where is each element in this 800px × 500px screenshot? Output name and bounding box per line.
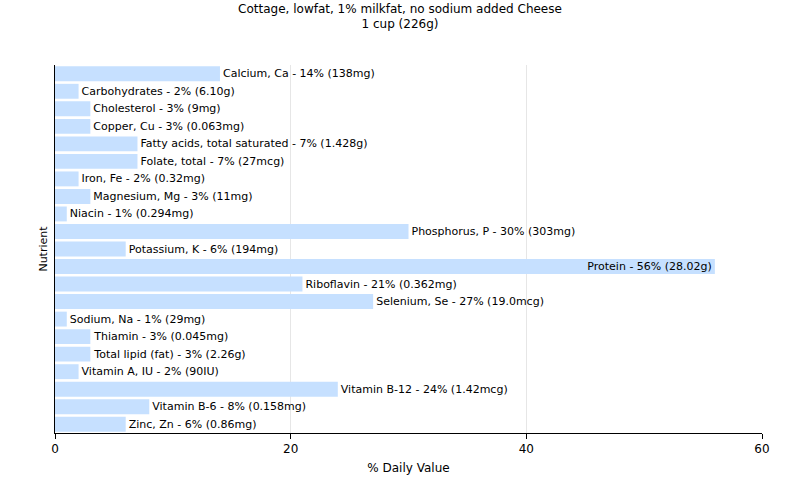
svg-text:Nutrient: Nutrient bbox=[37, 226, 50, 272]
svg-text:Vitamin A, IU - 2% (90IU): Vitamin A, IU - 2% (90IU) bbox=[82, 365, 219, 378]
svg-text:Cholesterol - 3% (9mg): Cholesterol - 3% (9mg) bbox=[93, 102, 220, 115]
svg-text:Vitamin B-6 - 8% (0.158mg): Vitamin B-6 - 8% (0.158mg) bbox=[152, 400, 306, 413]
svg-text:Iron, Fe - 2% (0.32mg): Iron, Fe - 2% (0.32mg) bbox=[82, 172, 205, 185]
svg-text:% Daily Value: % Daily Value bbox=[367, 461, 449, 475]
svg-text:Magnesium, Mg - 3% (11mg): Magnesium, Mg - 3% (11mg) bbox=[93, 190, 252, 203]
svg-text:Zinc, Zn - 6% (0.86mg): Zinc, Zn - 6% (0.86mg) bbox=[129, 418, 257, 431]
svg-text:Total lipid (fat) - 3% (2.26g): Total lipid (fat) - 3% (2.26g) bbox=[93, 348, 245, 361]
svg-text:60: 60 bbox=[754, 442, 769, 456]
svg-text:Folate, total - 7% (27mcg): Folate, total - 7% (27mcg) bbox=[140, 155, 284, 168]
svg-text:Niacin - 1% (0.294mg): Niacin - 1% (0.294mg) bbox=[70, 207, 194, 220]
svg-text:Calcium, Ca - 14% (138mg): Calcium, Ca - 14% (138mg) bbox=[223, 67, 375, 80]
svg-text:Riboflavin - 21% (0.362mg): Riboflavin - 21% (0.362mg) bbox=[305, 278, 456, 291]
svg-text:Cottage, lowfat, 1% milkfat, n: Cottage, lowfat, 1% milkfat, no sodium a… bbox=[238, 2, 562, 32]
svg-text:0: 0 bbox=[51, 442, 59, 456]
svg-text:Sodium, Na - 1% (29mg): Sodium, Na - 1% (29mg) bbox=[70, 313, 206, 326]
svg-text:40: 40 bbox=[519, 442, 534, 456]
svg-text:Carbohydrates - 2% (6.10g): Carbohydrates - 2% (6.10g) bbox=[82, 85, 235, 98]
svg-text:Phosphorus, P - 30% (303mg): Phosphorus, P - 30% (303mg) bbox=[412, 225, 576, 238]
svg-text:Protein - 56% (28.02g): Protein - 56% (28.02g) bbox=[587, 260, 712, 273]
svg-text:Copper, Cu - 3% (0.063mg): Copper, Cu - 3% (0.063mg) bbox=[93, 120, 244, 133]
svg-text:Thiamin - 3% (0.045mg): Thiamin - 3% (0.045mg) bbox=[93, 330, 228, 343]
svg-text:Fatty acids, total saturated -: Fatty acids, total saturated - 7% (1.428… bbox=[140, 137, 367, 150]
svg-text:20: 20 bbox=[283, 442, 298, 456]
svg-text:Potassium, K - 6% (194mg): Potassium, K - 6% (194mg) bbox=[129, 243, 279, 256]
svg-text:Selenium, Se - 27% (19.0mcg): Selenium, Se - 27% (19.0mcg) bbox=[376, 295, 544, 308]
svg-text:Vitamin B-12 - 24% (1.42mcg): Vitamin B-12 - 24% (1.42mcg) bbox=[341, 383, 508, 396]
